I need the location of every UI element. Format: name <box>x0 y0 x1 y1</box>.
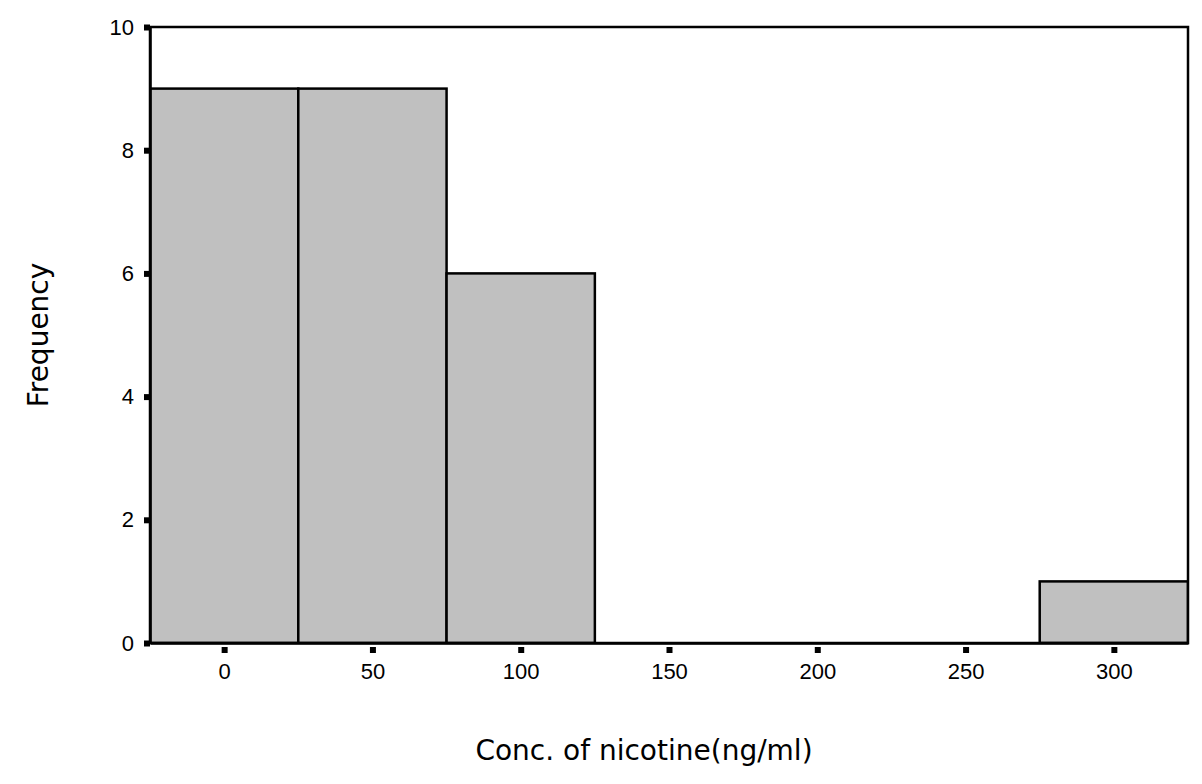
x-tick-label: 0 <box>219 659 231 684</box>
y-tick: 8 <box>122 138 150 163</box>
x-tick: 50 <box>361 647 385 684</box>
x-tick-label: 150 <box>651 659 688 684</box>
x-tick-mark <box>222 647 228 653</box>
x-tick-mark <box>370 647 376 653</box>
y-tick-label: 4 <box>122 384 134 409</box>
bar <box>1040 581 1188 643</box>
y-tick-mark <box>144 25 150 31</box>
x-tick-label: 300 <box>1096 659 1133 684</box>
plot: 0246810050100150200250300 <box>110 15 1189 684</box>
x-tick-label: 50 <box>361 659 385 684</box>
y-tick-label: 8 <box>122 138 134 163</box>
x-tick-mark <box>667 647 673 653</box>
y-tick-mark <box>144 394 150 400</box>
x-tick: 300 <box>1096 647 1133 684</box>
x-tick: 100 <box>503 647 540 684</box>
y-tick-label: 0 <box>122 631 134 656</box>
chart: 0246810050100150200250300FrequencyConc. … <box>0 0 1202 784</box>
y-tick: 4 <box>122 384 150 409</box>
y-axis-title: Frequency <box>22 263 55 408</box>
y-tick-label: 2 <box>122 507 134 532</box>
x-tick: 200 <box>799 647 836 684</box>
x-tick-mark <box>963 647 969 653</box>
y-tick-mark <box>144 517 150 523</box>
x-tick-label: 250 <box>948 659 985 684</box>
y-tick: 2 <box>122 507 150 532</box>
x-tick-mark <box>518 647 524 653</box>
x-tick: 0 <box>219 647 231 684</box>
x-axis-title: Conc. of nicotine(ng/ml) <box>475 734 812 767</box>
y-tick-mark <box>144 271 150 277</box>
x-tick-label: 100 <box>503 659 540 684</box>
x-tick-mark <box>1111 647 1117 653</box>
bars <box>150 89 1188 643</box>
x-tick-mark <box>815 647 821 653</box>
y-tick-label: 10 <box>110 15 134 40</box>
y-axis-line <box>149 28 152 644</box>
y-axis: 0 2 4 6 8 10 <box>110 15 151 656</box>
bar <box>298 89 446 643</box>
x-axis-line <box>151 642 1189 645</box>
x-tick: 150 <box>651 647 688 684</box>
bar <box>447 273 595 643</box>
y-tick-mark <box>144 641 150 647</box>
y-tick-mark <box>144 148 150 154</box>
plot-frame <box>150 27 1188 643</box>
x-axis: 0 50 100 150 200 250 300 <box>151 644 1189 684</box>
bar <box>150 89 298 643</box>
y-tick: 6 <box>122 261 150 286</box>
y-tick-label: 6 <box>122 261 134 286</box>
x-tick-label: 200 <box>799 659 836 684</box>
x-tick: 250 <box>948 647 985 684</box>
y-tick: 0 <box>122 631 150 656</box>
y-tick: 10 <box>110 15 150 40</box>
